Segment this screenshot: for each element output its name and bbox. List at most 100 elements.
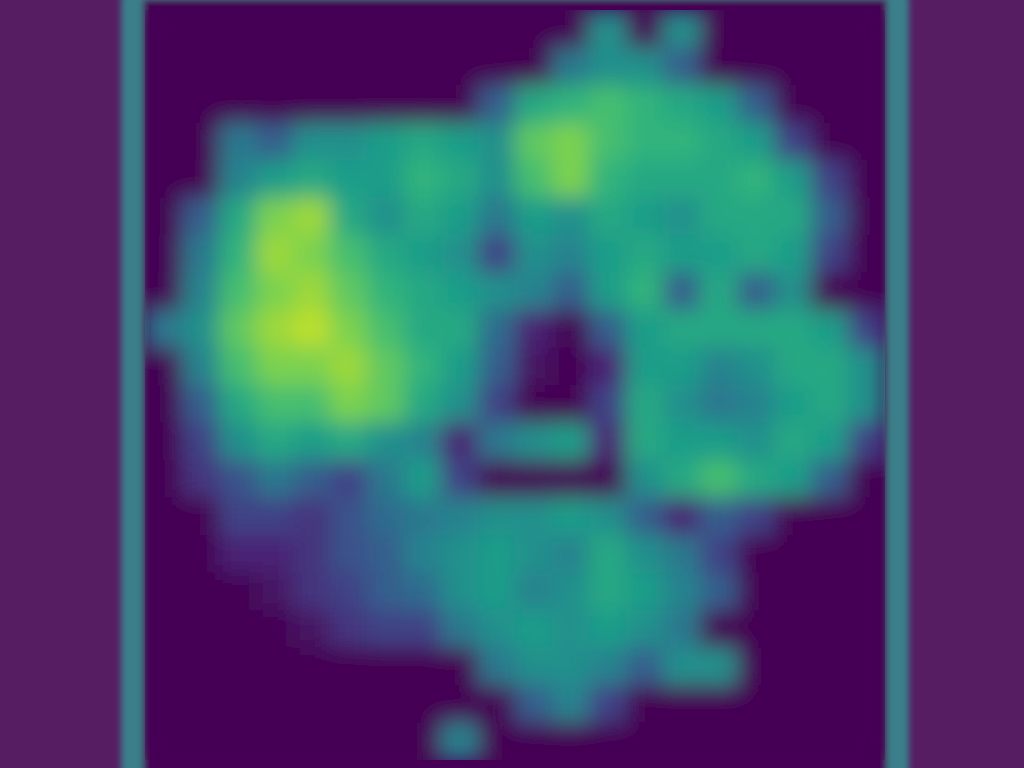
cell (848, 273, 885, 311)
cell (811, 10, 849, 48)
cell (293, 310, 331, 348)
cell (404, 160, 442, 198)
cell (515, 310, 553, 348)
cell (145, 85, 183, 123)
cell (145, 123, 183, 161)
cell (145, 685, 183, 723)
cell (552, 85, 590, 123)
cell (478, 85, 516, 123)
cell (811, 198, 849, 236)
cell (737, 385, 775, 423)
cell (256, 123, 294, 161)
cell (811, 160, 849, 198)
cell (700, 348, 738, 386)
cell (145, 498, 183, 536)
cell (182, 535, 220, 573)
cell (256, 235, 294, 273)
cell (219, 685, 257, 723)
cell (737, 123, 775, 161)
cell (293, 160, 331, 198)
cell (367, 48, 405, 86)
cell (848, 535, 885, 573)
cell (478, 723, 516, 761)
cell (182, 273, 220, 311)
cell (256, 423, 294, 461)
cell (367, 160, 405, 198)
cell (404, 273, 442, 311)
cell (737, 273, 775, 311)
cell (626, 723, 664, 761)
cell (404, 535, 442, 573)
cell (367, 648, 405, 686)
cell (700, 648, 738, 686)
cell (589, 235, 627, 273)
cell (182, 498, 220, 536)
cell (700, 273, 738, 311)
cell (848, 685, 885, 723)
cell (811, 648, 849, 686)
cell (589, 310, 627, 348)
cell (367, 348, 405, 386)
cell (663, 85, 701, 123)
cell (552, 273, 590, 311)
cell (811, 348, 849, 386)
cell (330, 85, 368, 123)
cell (182, 160, 220, 198)
cell (441, 423, 479, 461)
cell (663, 498, 701, 536)
cell (404, 123, 442, 161)
cell (330, 198, 368, 236)
cell (515, 85, 553, 123)
cell (774, 460, 812, 498)
cell (478, 610, 516, 648)
cell (811, 685, 849, 723)
cell (552, 423, 590, 461)
cell (589, 10, 627, 48)
cell (626, 235, 664, 273)
cell (478, 10, 516, 48)
cell (663, 535, 701, 573)
cell (811, 310, 849, 348)
cell (367, 310, 405, 348)
cell (700, 498, 738, 536)
cell (219, 535, 257, 573)
cell (589, 273, 627, 311)
cell (145, 48, 183, 86)
cell (663, 160, 701, 198)
cell (441, 648, 479, 686)
cell (145, 273, 183, 311)
cell (626, 48, 664, 86)
cell (848, 423, 885, 461)
cell (552, 573, 590, 611)
cell (811, 610, 849, 648)
cell (811, 85, 849, 123)
cell (219, 610, 257, 648)
cell (182, 723, 220, 761)
cell (367, 535, 405, 573)
cell (589, 723, 627, 761)
cell (774, 498, 812, 536)
cell (737, 573, 775, 611)
cell (145, 535, 183, 573)
cell (515, 648, 553, 686)
cell (404, 498, 442, 536)
cell (256, 610, 294, 648)
cell (811, 723, 849, 761)
cell (182, 648, 220, 686)
cell (182, 48, 220, 86)
cell (774, 48, 812, 86)
cell (293, 498, 331, 536)
cell (811, 273, 849, 311)
cell (293, 235, 331, 273)
cell (478, 348, 516, 386)
cell (515, 348, 553, 386)
cell (367, 235, 405, 273)
cell (848, 385, 885, 423)
cell (774, 10, 812, 48)
cell (700, 385, 738, 423)
cell (663, 685, 701, 723)
cell (515, 723, 553, 761)
cell (145, 310, 183, 348)
cell (515, 123, 553, 161)
cell (774, 348, 812, 386)
